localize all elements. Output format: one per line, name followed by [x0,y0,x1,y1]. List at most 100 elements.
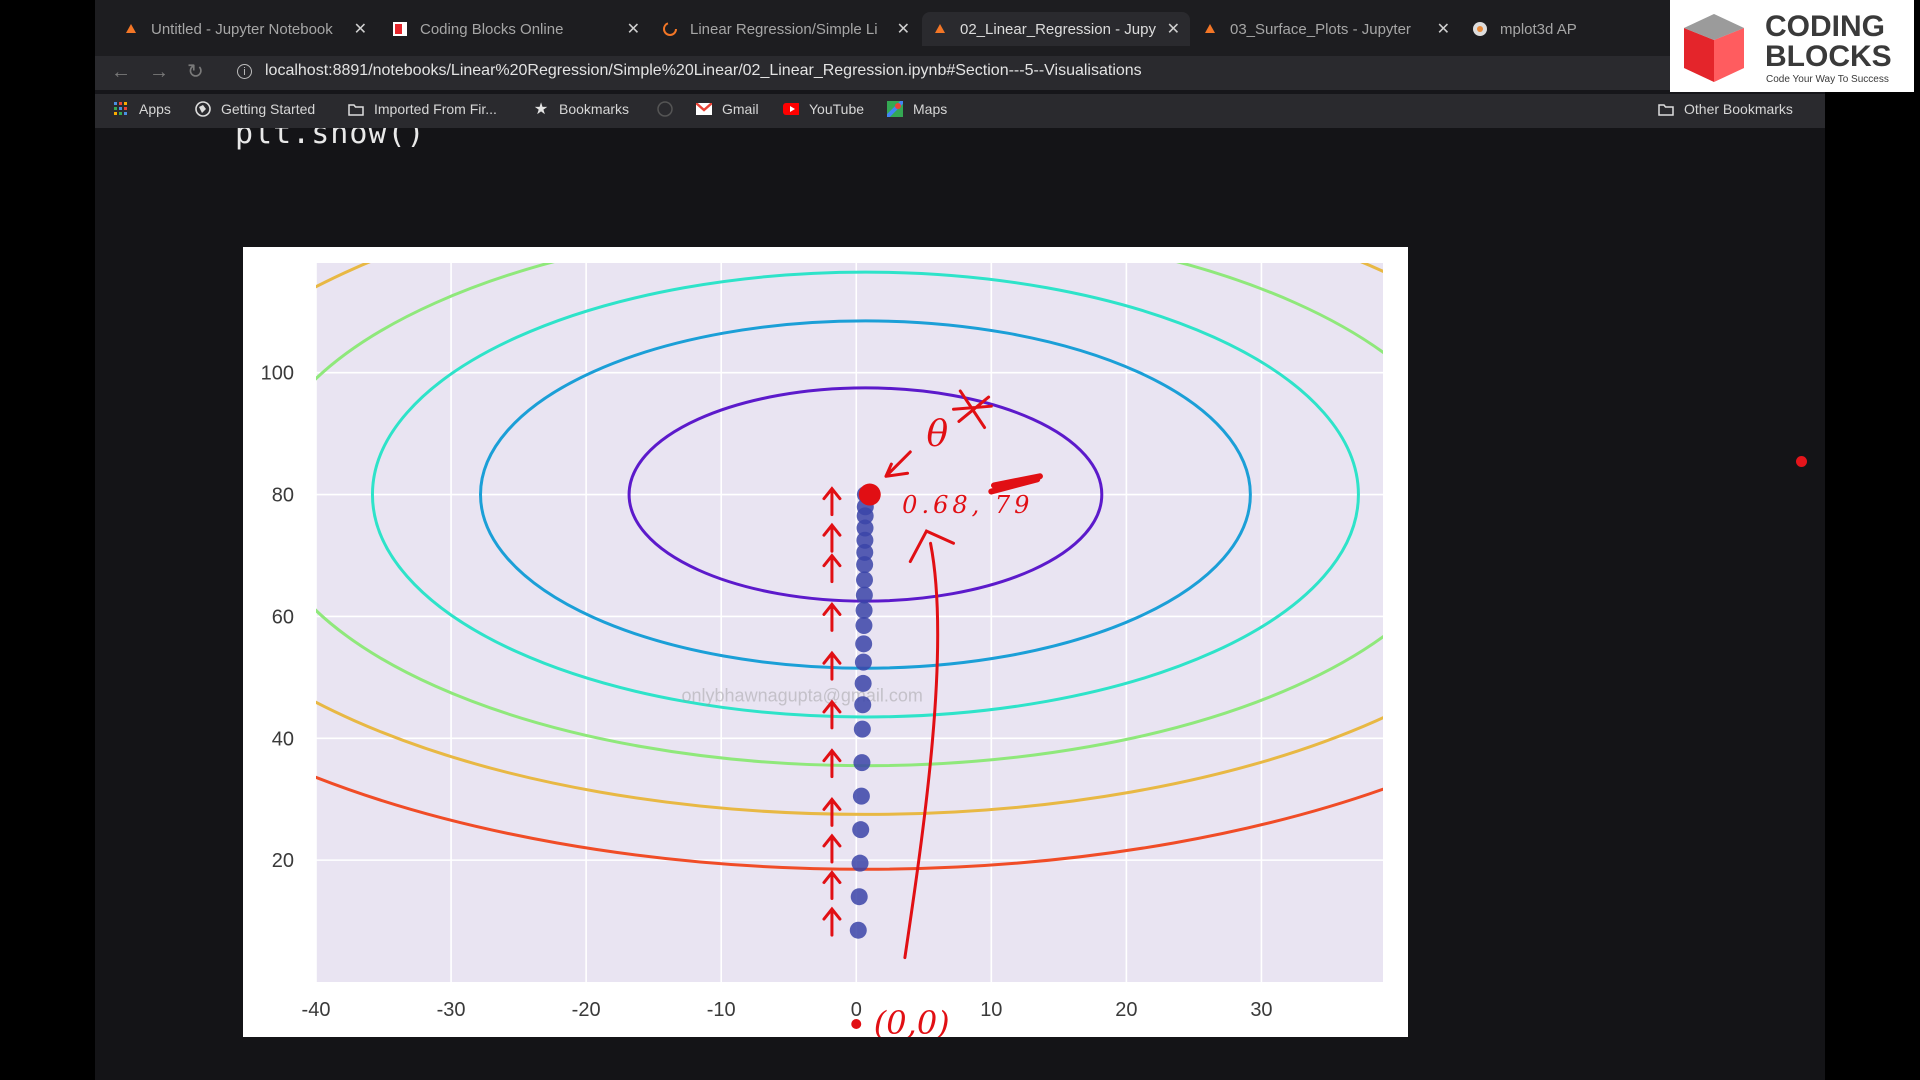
origin-label: (0,0) [874,1004,950,1037]
youtube-icon [783,101,799,117]
up-arrow [822,796,842,827]
descent-point [852,821,870,839]
up-arrow [822,748,842,779]
close-icon[interactable]: ✕ [1436,21,1450,38]
up-arrow [822,486,842,517]
tab-title: Linear Regression/Simple Li [690,20,878,38]
x-tick-label: 20 [1115,999,1137,1021]
star-mark [951,389,993,430]
up-arrow [822,833,842,864]
navigation-bar: ← → ↻ i localhost:8891/notebooks/Linear%… [95,56,1825,90]
tab-02-linear-regression[interactable]: 02_Linear_Regression - Jupy ✕ [922,12,1190,46]
site-info-icon[interactable]: i [237,64,252,79]
descent-point [852,787,870,805]
descent-point [855,601,873,619]
descent-point [851,854,869,872]
maps-icon [887,101,903,117]
curved-arrow [903,541,940,960]
bookmark-label: Getting Started [221,101,316,117]
gradient-descent-path [849,483,881,939]
coding-blocks-logo: CODING BLOCKS Code Your Way To Success [1670,0,1914,92]
coding-blocks-icon [392,21,408,37]
address-bar[interactable]: localhost:8891/notebooks/Linear%20Regres… [265,62,1142,79]
tab-mplot3d[interactable]: mplot3d AP [1462,12,1670,46]
globe-icon [195,101,211,117]
logo-graphic: CODING BLOCKS Code Your Way To Success [1684,10,1892,85]
descent-point [853,754,871,772]
contour-plot: -40 -30 -20 -10 0 10 20 30 20 40 60 80 100 onlybhawn… [261,263,1383,1042]
bookmark-maps[interactable]: Maps [887,101,947,117]
loading-icon [662,21,678,37]
browser-window: Untitled - Jupyter Notebook ✕ Coding Blo… [95,0,1914,1080]
logo-tagline: Code Your Way To Success [1766,74,1889,85]
tab-linear-regression[interactable]: Linear Regression/Simple Li ✕ [652,12,920,46]
descent-point [849,921,867,939]
bookmark-apps[interactable]: Apps [113,101,171,117]
handwritten-annotations: θ 0.68, 79 (0,0) [822,389,1043,1042]
bookmark-label: YouTube [809,101,865,117]
reload-icon[interactable]: ↻ [187,61,204,83]
curved-arrow-head [908,529,955,564]
descent-point [850,888,868,906]
descent-point [856,543,874,561]
theta-value-label: 0.68, 79 [902,491,1033,519]
descent-point [854,653,872,671]
y-tick-label: 100 [261,363,294,385]
bookmark-github[interactable] [657,101,683,117]
x-tick-label: -40 [302,999,331,1021]
bookmarks-bar: Apps Getting Started Imported From Fir..… [95,94,1825,128]
jupyter-icon [1202,21,1218,37]
jupyter-icon [123,21,139,37]
bookmark-label: Imported From Fir... [374,101,497,117]
up-arrow [822,522,842,553]
forward-arrow-icon[interactable]: → [149,61,169,83]
tab-title: Coding Blocks Online [420,20,564,38]
logo-cube-face [1684,28,1714,82]
x-tick-label: 0 [851,999,862,1021]
bookmark-youtube[interactable]: YouTube [783,101,864,117]
github-icon [657,101,673,117]
tab-title: 02_Linear_Regression - Jupy [960,20,1156,38]
folder-icon [1658,101,1674,117]
bookmark-gmail[interactable]: Gmail [696,101,759,117]
up-arrow [822,553,842,584]
up-arrow [822,870,842,901]
tab-coding-blocks[interactable]: Coding Blocks Online ✕ [382,12,650,46]
x-tick-label: -20 [572,999,601,1021]
close-icon[interactable]: ✕ [1166,21,1180,38]
notebook-page: plt.show() -40 -30 -20 -10 0 10 20 30 20 40 60 80 10… [95,128,1825,1080]
close-icon[interactable]: ✕ [353,21,367,38]
bookmark-label: Bookmarks [559,101,630,117]
descent-point [854,674,872,692]
contour-ellipse [370,270,1360,719]
back-arrow-icon[interactable]: ← [111,61,131,83]
descent-point [856,556,874,574]
code-line: plt.show() [235,128,426,151]
descent-point [855,617,873,635]
x-tick-label: 10 [980,999,1002,1021]
up-arrow [822,906,842,937]
bookmark-label: Gmail [722,101,759,117]
tab-untitled-notebook[interactable]: Untitled - Jupyter Notebook ✕ [113,12,377,46]
tab-03-surface-plots[interactable]: 03_Surface_Plots - Jupyter ✕ [1192,12,1460,46]
theta-arrow [884,450,912,478]
bookmark-imported[interactable]: Imported From Fir... [348,101,497,117]
tab-title: 03_Surface_Plots - Jupyter [1230,20,1411,38]
bookmark-label: Other Bookmarks [1684,101,1793,117]
y-tick-label: 20 [272,850,294,872]
origin-dot [851,1019,862,1029]
bookmark-bookmarks[interactable]: ★ Bookmarks [533,101,630,118]
tab-strip: Untitled - Jupyter Notebook ✕ Coding Blo… [95,0,1825,58]
bookmark-other[interactable]: Other Bookmarks [1658,101,1793,117]
descent-point [855,586,873,604]
grid [315,263,1383,982]
up-arrow [822,650,842,681]
close-icon[interactable]: ✕ [626,21,640,38]
matplotlib-icon [1472,21,1488,37]
contour-figure: -40 -30 -20 -10 0 10 20 30 20 40 60 80 100 onlybhawn… [243,247,1408,1042]
logo-line2: BLOCKS [1765,40,1892,73]
logo-line1: CODING [1765,10,1885,43]
descent-point [856,531,874,549]
close-icon[interactable]: ✕ [896,21,910,38]
bookmark-getting-started[interactable]: Getting Started [195,101,315,117]
